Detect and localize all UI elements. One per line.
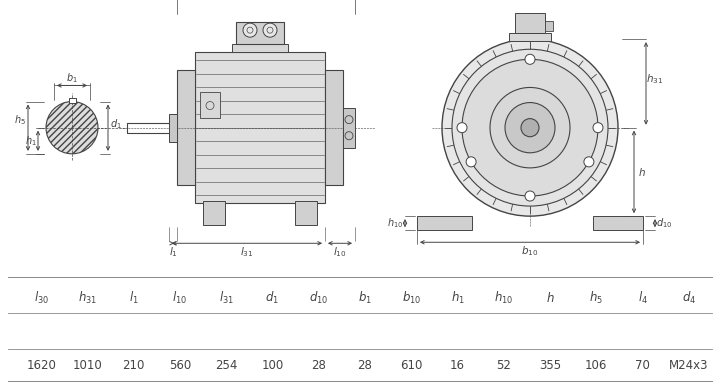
Text: $d_1$: $d_1$: [110, 117, 122, 131]
Circle shape: [466, 157, 476, 167]
Bar: [232, 44, 288, 52]
Text: $l_{1}$: $l_{1}$: [129, 290, 138, 306]
Bar: [343, 107, 355, 148]
Circle shape: [584, 157, 594, 167]
Text: $d_{10}$: $d_{10}$: [309, 290, 328, 306]
Text: $d_{10}$: $d_{10}$: [656, 216, 672, 230]
Bar: [545, 21, 553, 31]
Circle shape: [521, 119, 539, 137]
Text: $b_{10}$: $b_{10}$: [521, 244, 539, 258]
Text: 16: 16: [450, 358, 465, 372]
Bar: [325, 70, 343, 185]
Text: $h$: $h$: [546, 291, 554, 305]
Text: $l_{31}$: $l_{31}$: [219, 290, 234, 306]
Bar: [68, 97, 76, 102]
Text: $h_{1}$: $h_{1}$: [451, 290, 464, 306]
Bar: [195, 52, 325, 203]
Bar: [417, 216, 472, 230]
Text: $h_{10}$: $h_{10}$: [494, 290, 513, 306]
Text: 355: 355: [539, 358, 561, 372]
Bar: [593, 216, 643, 230]
Text: 28: 28: [311, 358, 326, 372]
Text: $d_{4}$: $d_{4}$: [682, 290, 696, 306]
Text: $h_5$: $h_5$: [14, 113, 26, 127]
Text: $h_{31}$: $h_{31}$: [647, 72, 664, 86]
Text: $h_{10}$: $h_{10}$: [387, 216, 403, 230]
Text: 70: 70: [635, 358, 650, 372]
Text: 560: 560: [168, 358, 191, 372]
Circle shape: [243, 23, 257, 37]
Bar: [169, 114, 177, 142]
Circle shape: [263, 23, 277, 37]
Circle shape: [462, 59, 598, 196]
Text: $l_{10}$: $l_{10}$: [333, 245, 347, 259]
Bar: [177, 70, 195, 185]
Text: 1620: 1620: [26, 358, 56, 372]
Text: 254: 254: [215, 358, 238, 372]
Text: 610: 610: [400, 358, 423, 372]
Circle shape: [593, 123, 603, 133]
Bar: [200, 92, 220, 117]
Text: 210: 210: [122, 358, 145, 372]
Bar: [509, 33, 551, 41]
Bar: [203, 201, 225, 225]
Text: 52: 52: [496, 358, 511, 372]
Circle shape: [457, 123, 467, 133]
Text: $l_{4}$: $l_{4}$: [638, 290, 647, 306]
Bar: [236, 22, 284, 44]
Text: 1010: 1010: [73, 358, 102, 372]
Text: $h_{31}$: $h_{31}$: [78, 290, 97, 306]
Circle shape: [490, 87, 570, 168]
Bar: [515, 13, 545, 33]
Text: M24x3: M24x3: [669, 358, 708, 372]
Circle shape: [46, 102, 98, 154]
Circle shape: [525, 191, 535, 201]
Text: $l_{10}$: $l_{10}$: [172, 290, 187, 306]
Text: $b_{1}$: $b_{1}$: [358, 290, 372, 306]
Text: 106: 106: [585, 358, 608, 372]
Circle shape: [525, 54, 535, 64]
Text: $h_1$: $h_1$: [25, 134, 37, 147]
Text: $l_{31}$: $l_{31}$: [240, 245, 253, 259]
Bar: [295, 201, 317, 225]
Text: $l_{30}$: $l_{30}$: [34, 290, 49, 306]
Text: 28: 28: [358, 358, 372, 372]
Text: $d_{1}$: $d_{1}$: [266, 290, 279, 306]
Text: $h$: $h$: [638, 166, 646, 178]
Text: $h_{5}$: $h_{5}$: [590, 290, 603, 306]
Text: 100: 100: [261, 358, 284, 372]
Circle shape: [505, 102, 555, 153]
Circle shape: [442, 39, 618, 216]
Text: $b_{10}$: $b_{10}$: [402, 290, 421, 306]
Circle shape: [452, 49, 608, 206]
Text: $b_1$: $b_1$: [66, 72, 78, 85]
Text: $l_1$: $l_1$: [168, 245, 177, 259]
